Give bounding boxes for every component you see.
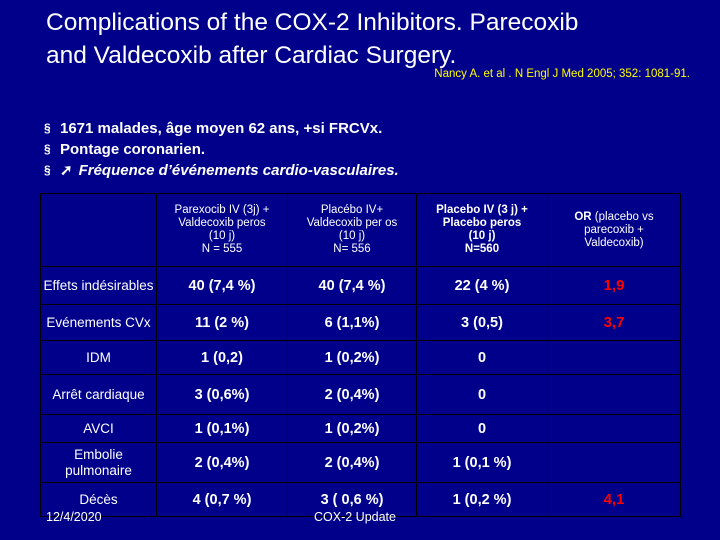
row-label: AVCI: [40, 414, 157, 443]
header-line-rest: (placebo vs: [591, 210, 654, 223]
footer-title: COX-2 Update: [314, 510, 396, 524]
table-cell: 4 (0,7 %): [156, 482, 288, 517]
table-cell: 1 (0,1 %): [416, 442, 548, 483]
table-cell: 6 (1,1%): [287, 304, 417, 341]
table-cell: 1 (0,2): [156, 340, 288, 375]
header-line: Placébo IV+: [320, 204, 384, 216]
or-abbrev: OR: [574, 210, 592, 223]
bullet-text: 1671 malades, âge moyen 62 ans, +si FRCV…: [60, 120, 383, 137]
table-row: Arrêt cardiaque 3 (0,6%) 2 (0,4%) 0: [40, 374, 681, 415]
table-cell: 2 (0,4%): [156, 442, 288, 483]
table-body: Effets indésirables 40 (7,4 %) 40 (7,4 %) 2…: [40, 266, 681, 517]
header-line: N=560: [464, 243, 500, 255]
title-line-2: and Valdecoxib after Cardiac Surgery.: [46, 42, 457, 69]
table-cell: 40 (7,4 %): [287, 266, 417, 305]
table-cell: 0: [416, 340, 548, 375]
odds-ratio-cell: [547, 374, 681, 415]
table-cell: 22 (4 %): [416, 266, 548, 305]
row-label: Embolie pulmonaire: [40, 442, 157, 483]
bullet-item: § Pontage coronarien.: [44, 139, 704, 160]
table-cell: 2 (0,4%): [287, 442, 417, 483]
column-header: Placebo IV (3 j) + Placebo peros (10 j) N=5…: [416, 193, 548, 267]
header-line: OR (placebo vs: [549, 210, 680, 224]
column-header: [40, 193, 157, 267]
odds-ratio-cell: [547, 414, 681, 443]
column-header: Parexocib IV (3j) + Valdecoxib peros (10 j…: [156, 193, 288, 267]
header-line: (10 j): [338, 230, 366, 242]
header-line: Placebo peros: [442, 217, 522, 229]
table-cell: 2 (0,4%): [287, 374, 417, 415]
table-cell: 1 (0,2%): [287, 340, 417, 375]
row-label: IDM: [40, 340, 157, 375]
bullet-text: Pontage coronarien.: [60, 141, 206, 158]
header-line: (10 j): [208, 230, 236, 242]
odds-ratio-cell: [547, 340, 681, 375]
header-line: N= 556: [333, 243, 371, 255]
bullet-item: § ➚ Fréquence d’événements cardio-vascul…: [44, 160, 704, 181]
header-line: parecoxib +: [584, 223, 644, 236]
odds-ratio-cell: 3,7: [547, 304, 681, 341]
citation: Nancy A. et al . N Engl J Med 2005; 352:…: [434, 68, 690, 80]
table-cell: 1 (0,2 %): [416, 482, 548, 517]
odds-ratio-cell: 1,9: [547, 266, 681, 305]
table-row: Effets indésirables 40 (7,4 %) 40 (7,4 %) 2…: [40, 266, 681, 305]
row-label: Effets indésirables: [40, 266, 157, 305]
table-header-row: Parexocib IV (3j) + Valdecoxib peros (10 j…: [40, 193, 681, 267]
footer-date: 12/4/2020: [46, 510, 102, 524]
table-cell: 3 (0,6%): [156, 374, 288, 415]
table-row: IDM 1 (0,2) 1 (0,2%) 0: [40, 340, 681, 375]
table-row: Evénements CVx 11 (2 %) 6 (1,1%) 3 (0,5) 3,7: [40, 304, 681, 341]
results-table: Parexocib IV (3j) + Valdecoxib peros (10 j…: [40, 193, 681, 517]
table-cell: 1 (0,2%): [287, 414, 417, 443]
slide-title: Complications of the COX-2 Inhibitors. P…: [46, 6, 706, 72]
header-line: Valdecoxib per os: [306, 217, 398, 229]
bullet-item: § 1671 malades, âge moyen 62 ans, +si FR…: [44, 118, 704, 139]
column-header: OR (placebo vs parecoxib + Valdecoxib): [547, 193, 681, 267]
header-line: Placebo IV (3 j) +: [436, 204, 528, 216]
row-label: Décès: [40, 482, 157, 517]
header-line: Parexocib IV (3j) +: [174, 204, 270, 216]
row-label: Arrêt cardiaque: [40, 374, 157, 415]
bullet-text: Fréquence d’événements cardio-vasculaire…: [78, 162, 399, 179]
table-cell: 3 (0,5): [416, 304, 548, 341]
bullet-list: § 1671 malades, âge moyen 62 ans, +si FR…: [44, 118, 704, 181]
header-line: Valdecoxib): [584, 236, 644, 249]
odds-ratio-cell: [547, 442, 681, 483]
header-line: (10 j): [468, 230, 496, 242]
table-row: Embolie pulmonaire 2 (0,4%) 2 (0,4%) 1 (0,1…: [40, 442, 681, 483]
table-cell: 40 (7,4 %): [156, 266, 288, 305]
header-line: N = 555: [201, 243, 243, 255]
row-label: Evénements CVx: [40, 304, 157, 341]
header-line: Valdecoxib peros: [178, 217, 266, 229]
bullet-marker: §: [44, 121, 51, 135]
table-cell: 3 ( 0,6 %): [287, 482, 417, 517]
bullet-marker: §: [44, 163, 51, 177]
table-cell: 11 (2 %): [156, 304, 288, 341]
table-cell: 1 (0,1%): [156, 414, 288, 443]
bullet-marker: §: [44, 142, 51, 156]
table-row: AVCI 1 (0,1%) 1 (0,2%) 0: [40, 414, 681, 443]
table-cell: 0: [416, 414, 548, 443]
title-line-1: Complications of the COX-2 Inhibitors. P…: [46, 9, 579, 36]
table-cell: 0: [416, 374, 548, 415]
odds-ratio-cell: 4,1: [547, 482, 681, 517]
column-header: Placébo IV+ Valdecoxib per os (10 j) N= 556: [287, 193, 417, 267]
arrow-up-right-icon: ➚: [60, 162, 73, 179]
table-row: Décès 4 (0,7 %) 3 ( 0,6 %) 1 (0,2 %) 4,1: [40, 482, 681, 517]
